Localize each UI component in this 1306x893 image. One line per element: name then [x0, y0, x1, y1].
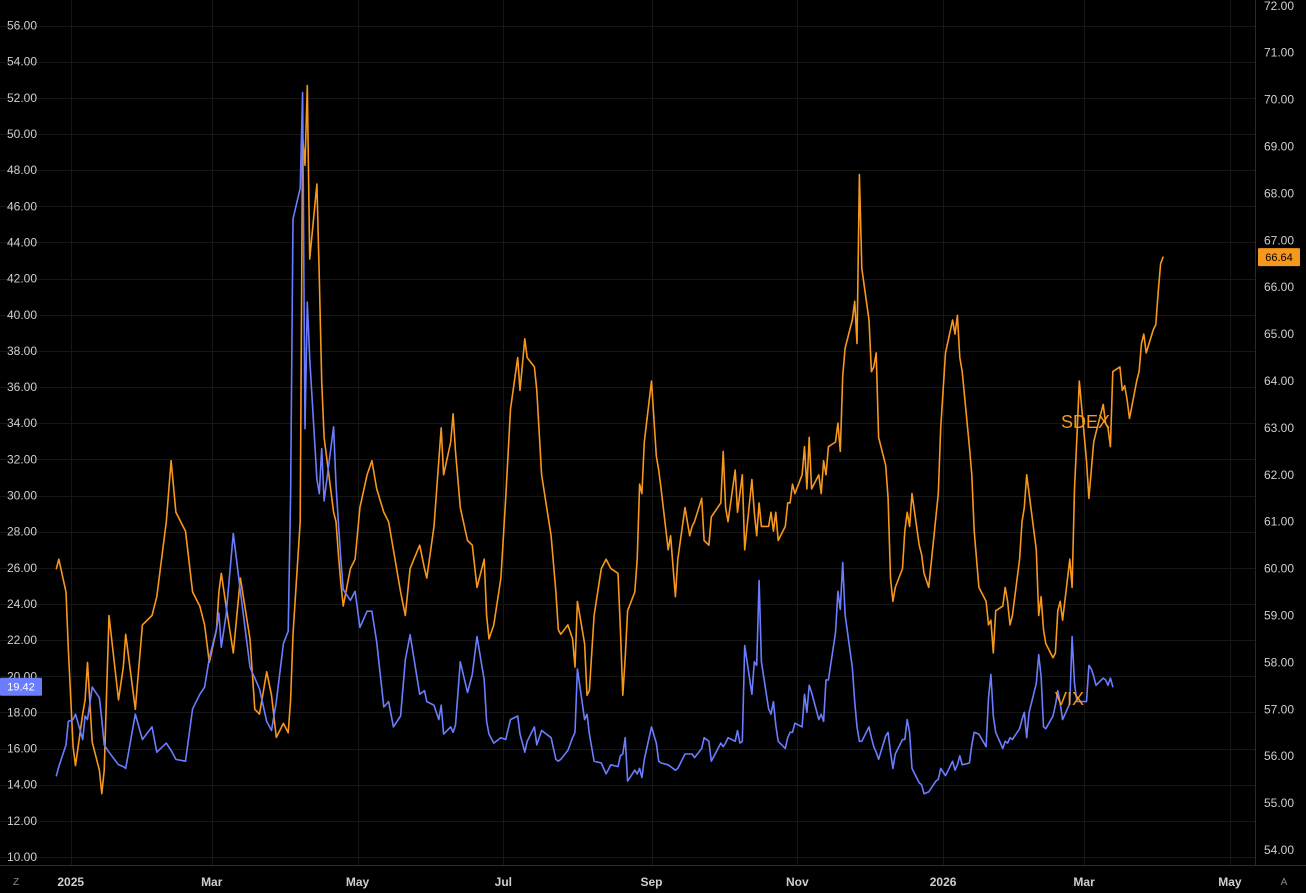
left-tick-label: 36.00	[7, 380, 37, 394]
left-tick-label: 12.00	[7, 814, 37, 828]
left-tick-label: 18.00	[7, 705, 37, 719]
corner-left-label[interactable]: Z	[13, 877, 19, 888]
left-tick-label: 54.00	[7, 55, 37, 69]
left-tick-label: 14.00	[7, 778, 37, 792]
left-tick-label: 26.00	[7, 561, 37, 575]
right-tick-label: 67.00	[1264, 233, 1294, 247]
right-tick-label: 57.00	[1264, 702, 1294, 716]
corner-right-label[interactable]: A	[1281, 877, 1288, 888]
right-tick-label: 66.00	[1264, 280, 1294, 294]
right-tick-label: 61.00	[1264, 515, 1294, 529]
last-value-text-vix: 19.42	[7, 682, 35, 694]
left-tick-label: 38.00	[7, 344, 37, 358]
x-tick-label: May	[1218, 875, 1242, 889]
right-price-axis[interactable]: 54.00 55.00 56.00 57.00 58.00 59.00 60.00 61.00…	[1264, 0, 1294, 857]
time-axis[interactable]: 2025 Mar May Jul Sep Nov 2026 Mar May	[57, 875, 1241, 889]
left-tick-label: 16.00	[7, 742, 37, 756]
left-tick-label: 46.00	[7, 199, 37, 213]
left-tick-label: 28.00	[7, 525, 37, 539]
x-tick-label: 2025	[57, 875, 84, 889]
left-tick-label: 56.00	[7, 19, 37, 33]
last-value-text-sdex: 66.64	[1265, 252, 1293, 264]
left-tick-label: 34.00	[7, 416, 37, 430]
right-tick-label: 65.00	[1264, 327, 1294, 341]
last-value-tags: 66.64 19.42	[0, 248, 1300, 696]
series-labels: SDEX VIX	[1055, 412, 1110, 709]
right-tick-label: 59.00	[1264, 609, 1294, 623]
x-tick-label: May	[346, 875, 370, 889]
x-tick-label: Mar	[1073, 875, 1095, 889]
left-tick-label: 44.00	[7, 235, 37, 249]
right-tick-label: 68.00	[1264, 186, 1294, 200]
last-value-tag-vix	[0, 677, 42, 696]
right-tick-label: 70.00	[1264, 93, 1294, 107]
left-tick-label: 50.00	[7, 127, 37, 141]
left-tick-label: 32.00	[7, 452, 37, 466]
left-tick-label: 52.00	[7, 91, 37, 105]
right-tick-label: 62.00	[1264, 468, 1294, 482]
right-tick-label: 58.00	[1264, 655, 1294, 669]
left-tick-label: 42.00	[7, 272, 37, 286]
right-tick-label: 55.00	[1264, 796, 1294, 810]
x-tick-label: Sep	[640, 875, 662, 889]
x-tick-label: Jul	[495, 875, 512, 889]
left-price-axis[interactable]: 10.0012.0014.0016.0018.0020.0022.0024.00…	[7, 19, 37, 864]
grid	[0, 0, 1255, 865]
series-label-sdex: SDEX	[1061, 412, 1110, 432]
left-tick-label: 22.00	[7, 633, 37, 647]
series-line-sdex[interactable]	[55, 84, 1164, 795]
right-tick-label: 54.00	[1264, 843, 1294, 857]
x-tick-label: 2026	[930, 875, 957, 889]
right-tick-label: 56.00	[1264, 749, 1294, 763]
left-tick-label: 40.00	[7, 308, 37, 322]
series-layer	[55, 84, 1164, 795]
left-tick-label: 30.00	[7, 489, 37, 503]
left-tick-label: 24.00	[7, 597, 37, 611]
right-tick-label: 60.00	[1264, 562, 1294, 576]
right-tick-label: 69.00	[1264, 140, 1294, 154]
left-tick-label: 48.00	[7, 163, 37, 177]
series-line-vix[interactable]	[55, 91, 1114, 795]
x-tick-label: Mar	[201, 875, 223, 889]
series-label-vix: VIX	[1055, 689, 1084, 709]
right-tick-label: 72.00	[1264, 0, 1294, 13]
x-tick-label: Nov	[786, 875, 809, 889]
right-tick-label: 64.00	[1264, 374, 1294, 388]
last-value-tag-sdex	[1258, 248, 1300, 267]
right-tick-label: 63.00	[1264, 421, 1294, 435]
right-tick-label: 71.00	[1264, 46, 1294, 60]
left-tick-label: 10.00	[7, 850, 37, 864]
